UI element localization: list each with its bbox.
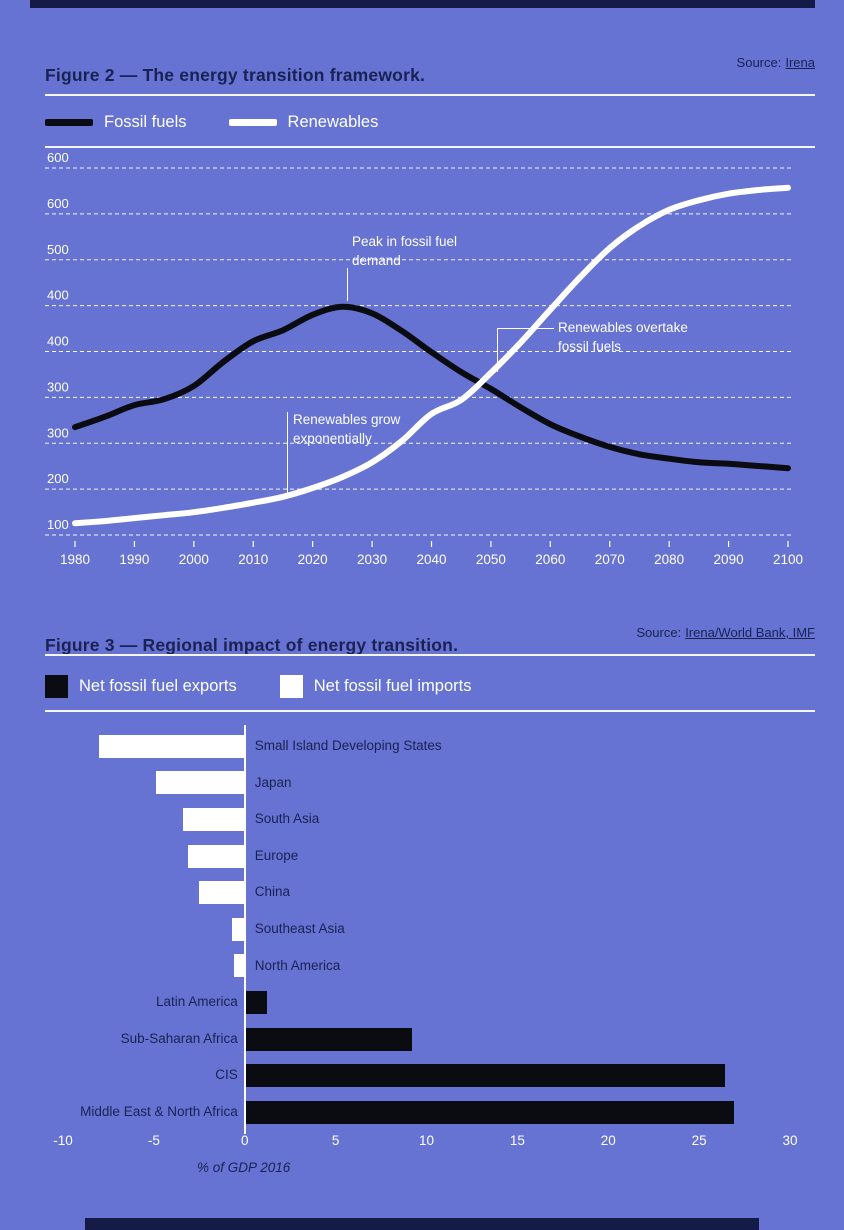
x-axis-tick-label: 2090 — [714, 552, 744, 567]
x-axis-tick-label: 2100 — [773, 552, 803, 567]
x-axis-tick-label: 2030 — [357, 552, 387, 567]
y-axis-tick-label: 600 — [47, 150, 69, 165]
x-axis-tick-label: 2080 — [654, 552, 684, 567]
figure2-source-link[interactable]: Irena — [785, 55, 815, 70]
divider-rule — [45, 710, 815, 712]
y-gridlines: 600 600 500 400 400 300 300 200 100 — [45, 150, 793, 536]
fossil-fuels-legend-label: Fossil fuels — [104, 112, 187, 131]
x-axis-tick-label: -10 — [53, 1133, 73, 1148]
x-axis-tick-label: 1990 — [119, 552, 149, 567]
annotation-pointer-line — [347, 268, 349, 301]
x-axis-tick-label: 30 — [782, 1133, 798, 1148]
x-axis-tick-label: 25 — [691, 1133, 707, 1148]
imports-square-swatch — [279, 674, 303, 698]
x-axis-tick-label: 2010 — [238, 552, 268, 567]
fossil-fuels-line — [72, 303, 791, 472]
bar-label-latin-america: Latin America — [155, 994, 238, 1010]
annotation-renewables-overtake: Renewables overtake fossil fuels — [558, 320, 688, 355]
figure3-source: Source: Irena/World Bank, IMF — [636, 625, 815, 640]
y-axis-tick-label: 600 — [47, 196, 69, 211]
bar-label-japan: Japan — [254, 774, 292, 790]
exports-square-swatch — [45, 674, 68, 698]
figure3-legend: Net fossil fuel exports Net fossil fuel … — [45, 668, 471, 704]
bar-label-small-island-developing-states: Small Island Developing States — [254, 738, 442, 753]
bar-label-north-america: North America — [254, 957, 341, 973]
x-axis-tick-label: 15 — [509, 1133, 525, 1148]
energy-transition-line-chart: 600 600 500 400 400 300 300 200 100 1980 1990 2000 2… — [45, 150, 815, 590]
y-axis-tick-label: 200 — [47, 471, 69, 486]
x-axis: 1980 1990 2000 2010 2020 2030 2040 2050 2060 2070… — [60, 541, 803, 567]
x-axis-ticks: -10 -5 0 5 10 15 20 25 30 — [45, 1133, 815, 1153]
renewables-legend-label: Renewables — [287, 112, 379, 131]
renewables-line — [72, 184, 791, 527]
x-axis-tick-label: 2060 — [535, 552, 565, 567]
x-axis-tick-label: 2070 — [595, 552, 625, 567]
annotation-peak-fossil-fuel-demand: Peak in fossil fuel demand — [352, 234, 458, 269]
x-axis-tick-label: 2050 — [476, 552, 506, 567]
figure2-source: Source: Irena — [737, 55, 815, 70]
bar-small-island-developing-states — [99, 734, 245, 758]
fossil-fuels-line-swatch — [45, 118, 93, 126]
x-axis-tick-label: 2020 — [298, 552, 328, 567]
renewables-line-swatch — [228, 118, 277, 126]
bar-rows: Small Island Developing States Japan South… — [45, 728, 815, 1138]
bar-latin-america — [244, 991, 267, 1014]
x-axis-tick-label: 10 — [418, 1133, 435, 1148]
annotation-pointer-line — [287, 412, 289, 494]
top-decorative-bar — [30, 0, 815, 8]
figure3-source-link[interactable]: Irena/World Bank, IMF — [685, 625, 815, 640]
bar-label-south-asia: South Asia — [254, 811, 320, 827]
y-axis-tick-label: 300 — [47, 379, 69, 394]
figure2-legend: Fossil fuels Renewables — [45, 104, 378, 140]
y-axis-tick-label: 300 — [47, 425, 69, 440]
divider-rule — [45, 654, 815, 656]
figure2-title: Figure 2 — The energy transition framewo… — [45, 64, 426, 85]
x-axis-label: % of GDP 2016 — [197, 1160, 291, 1175]
annotation-renewables-grow: Renewables grow exponentially — [293, 412, 401, 447]
figure3-source-prefix: Source: — [636, 625, 682, 640]
y-axis-tick-label: 400 — [47, 288, 69, 303]
bar-south-asia — [182, 808, 245, 831]
divider-rule — [45, 146, 815, 148]
x-axis-tick-label: 0 — [240, 1133, 249, 1148]
bar-north-america — [233, 954, 245, 978]
bottom-decorative-bar — [85, 1218, 759, 1230]
y-axis-tick-label: 500 — [47, 242, 69, 257]
x-axis-tick-label: 20 — [600, 1133, 616, 1148]
bar-sub-saharan-africa — [244, 1027, 412, 1051]
bar-label-sub-saharan-africa: Sub-Saharan Africa — [120, 1030, 238, 1046]
bar-label-middle-east-north-africa: Middle East & North Africa — [80, 1104, 238, 1119]
x-axis-tick-label: -5 — [147, 1133, 160, 1148]
x-axis-tick-label: 2000 — [179, 552, 209, 567]
annotation-pointer-line — [497, 328, 499, 372]
x-axis-tick-label: 2040 — [416, 552, 446, 567]
exports-legend-label: Net fossil fuel exports — [79, 676, 237, 695]
regional-impact-bar-chart: Small Island Developing States Japan South… — [45, 725, 815, 1198]
y-axis-tick-label: 400 — [47, 334, 69, 349]
bar-japan — [155, 771, 245, 795]
bar-label-southeast-asia: Southeast Asia — [254, 921, 345, 936]
y-axis-tick-label: 100 — [47, 517, 69, 532]
line-chart-canvas: 600 600 500 400 400 300 300 200 100 1980 1990 2000 2… — [45, 150, 803, 567]
bar-label-china: China — [254, 884, 291, 900]
imports-legend-label: Net fossil fuel imports — [313, 676, 472, 695]
bar-china — [199, 881, 245, 905]
zero-axis-line — [243, 725, 246, 1134]
annotation-pointer-line — [497, 328, 554, 330]
x-axis-tick-label: 5 — [331, 1133, 340, 1148]
bar-southeast-asia — [232, 917, 245, 941]
bar-cis — [244, 1064, 725, 1088]
bar-label-cis: CIS — [215, 1067, 238, 1083]
figure2-source-prefix: Source: — [736, 55, 782, 70]
bar-middle-east-north-africa — [244, 1100, 734, 1124]
bar-label-europe: Europe — [254, 847, 299, 863]
x-axis-tick-label: 1980 — [60, 552, 90, 567]
figure3-title: Figure 3 — Regional impact of energy tra… — [45, 634, 459, 655]
bar-europe — [188, 844, 245, 868]
divider-rule — [45, 94, 815, 96]
